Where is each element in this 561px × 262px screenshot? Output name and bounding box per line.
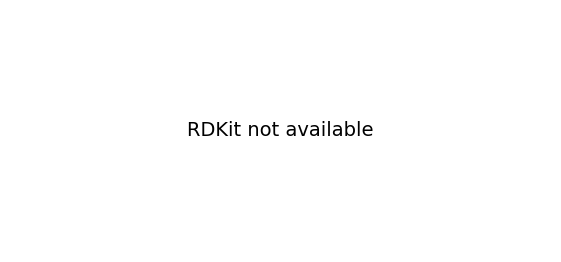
Text: RDKit not available: RDKit not available [187, 122, 374, 140]
